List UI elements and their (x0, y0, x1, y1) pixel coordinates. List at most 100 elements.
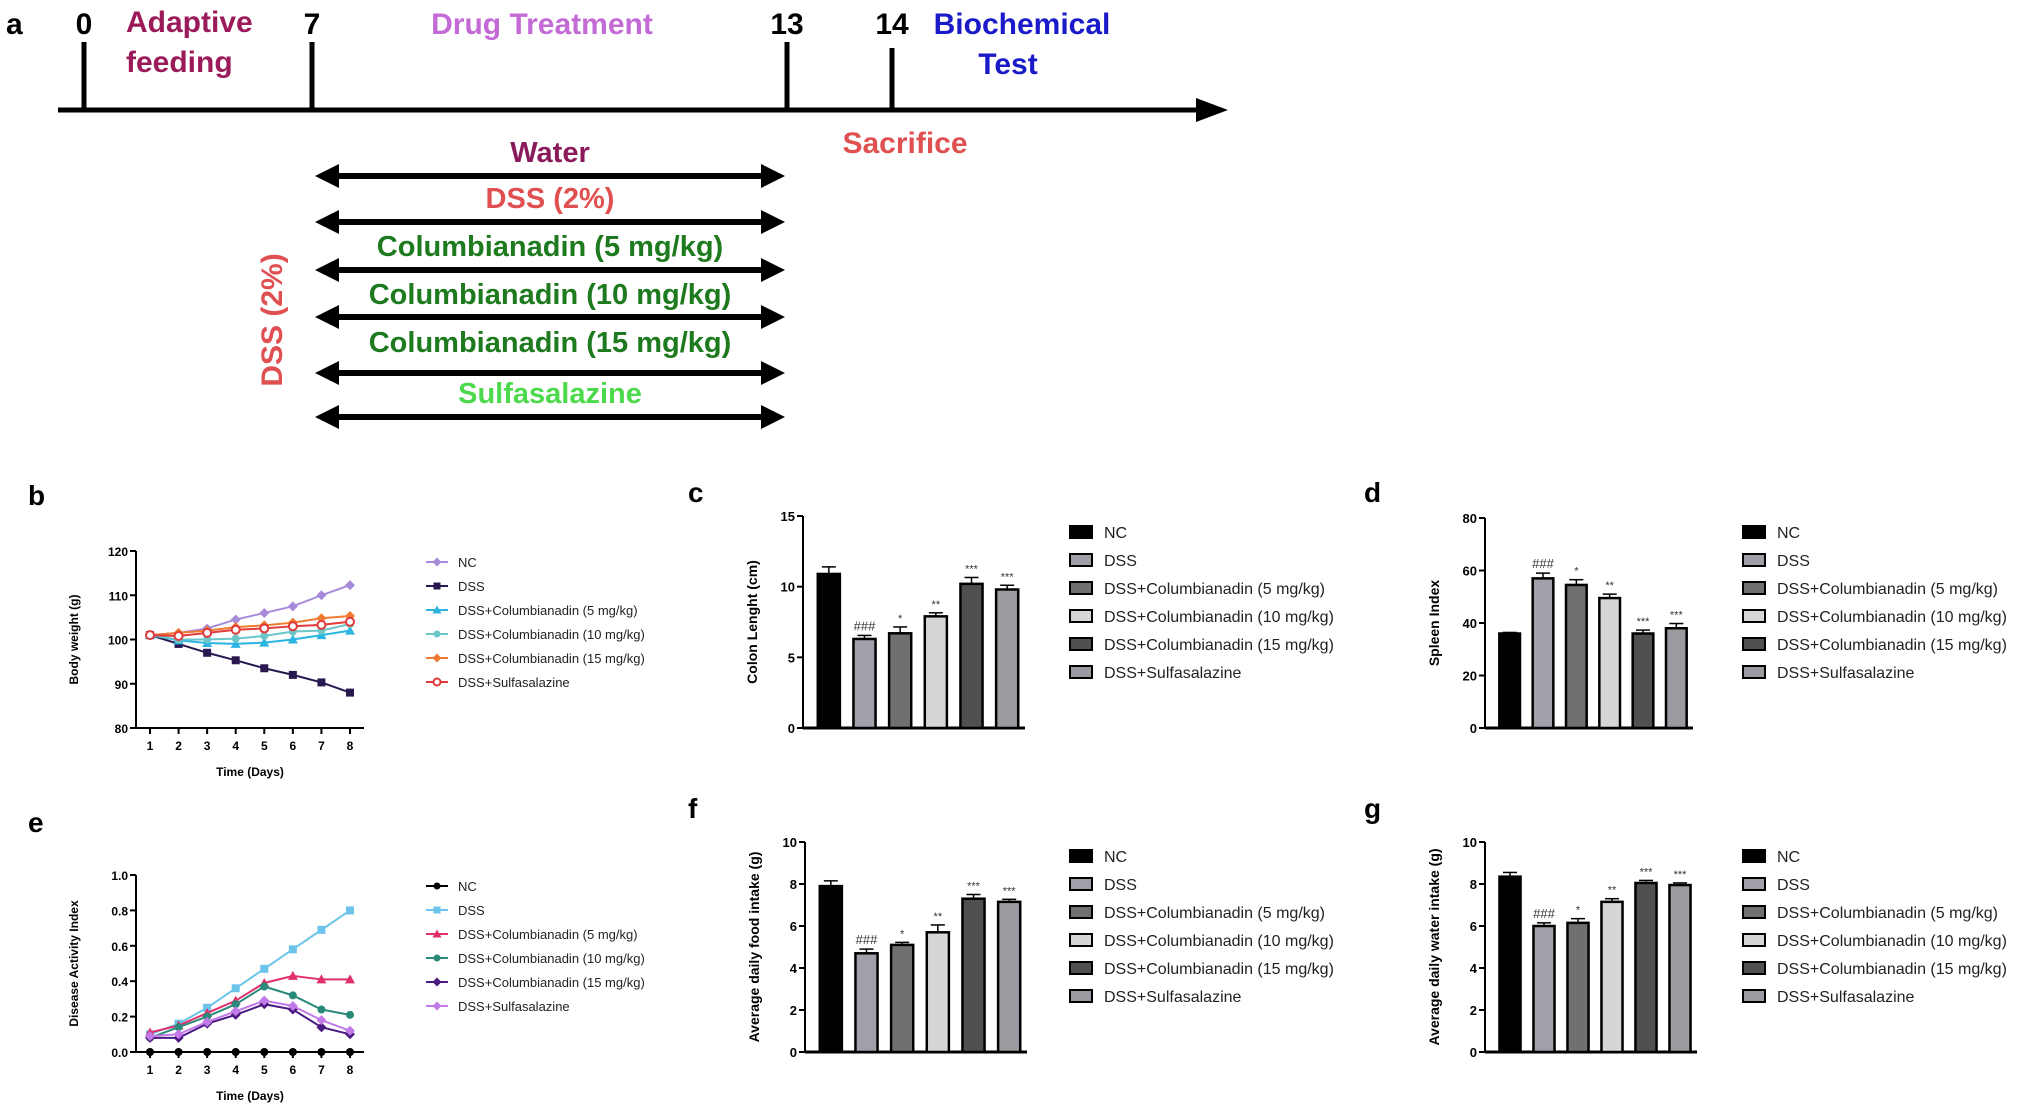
legend-label: DSS+Columbianadin (10 mg/kg) (458, 627, 645, 642)
x-tick-label: 6 (290, 739, 297, 753)
legend-item: DSS+Columbianadin (15 mg/kg) (1742, 961, 2007, 978)
data-point (231, 656, 240, 665)
group-label: DSS (2%) (486, 183, 615, 215)
data-point (345, 616, 355, 627)
legend-swatch (1742, 609, 1766, 623)
legend-label: NC (1104, 525, 1127, 542)
legend-swatch (1069, 553, 1093, 567)
bar-group: ### (1531, 556, 1555, 730)
bar-group: ### (854, 932, 879, 1054)
data-point (174, 1048, 183, 1056)
bar-group (1498, 871, 1522, 1054)
data-point (287, 601, 298, 612)
data-point (345, 580, 355, 591)
data-point (202, 627, 213, 638)
chart-panel-e: e 0.0 0.2 0.4 0.6 0.8 1.0 Disease Activity Inde… (28, 807, 645, 1103)
legend-swatch (1742, 961, 1766, 975)
data-point (173, 1029, 184, 1040)
y-tick-label: 6 (790, 919, 797, 934)
legend-item: DSS+Columbianadin (15 mg/kg) (1069, 637, 1334, 654)
legend-label: DSS+Columbianadin (5 mg/kg) (1104, 905, 1325, 922)
legend-item: DSS+Columbianadin (10 mg/kg) (1742, 609, 2007, 626)
data-point (288, 945, 297, 954)
significance-label: *** (1640, 866, 1654, 878)
x-tick-label: 2 (175, 739, 182, 753)
data-point (287, 1000, 298, 1011)
data-point (346, 1010, 354, 1019)
side-label-dss: DSS (2%) (256, 253, 289, 386)
significance-label: ** (1608, 885, 1617, 897)
legend-item: DSS+Sulfasalazine (1069, 665, 1242, 682)
bar-group: *** (996, 885, 1022, 1054)
legend-item: DSS+Columbianadin (15 mg/kg) (1069, 961, 1334, 978)
legend-label: DSS+Columbianadin (15 mg/kg) (458, 975, 645, 990)
data-point (202, 1016, 213, 1027)
bar-group (1498, 631, 1522, 730)
legend-swatch (1742, 637, 1766, 651)
arrowhead-left (315, 361, 339, 385)
legend-item: DSS+Columbianadin (10 mg/kg) (1069, 933, 1334, 950)
legend-label: DSS+Columbianadin (15 mg/kg) (458, 651, 645, 666)
legend-marker (433, 582, 441, 590)
arrowhead-right (761, 361, 785, 385)
arrowhead-left (315, 210, 339, 234)
x-tick-label: 3 (204, 739, 211, 753)
legend-swatch (1742, 877, 1766, 891)
legend-swatch (1069, 637, 1093, 651)
bar (889, 943, 915, 1054)
legend-item: NC (426, 555, 477, 570)
legend-label: DSS+Columbianadin (5 mg/kg) (1104, 581, 1325, 598)
data-point (288, 991, 297, 1000)
bar (961, 897, 986, 1054)
significance-label: * (900, 928, 905, 940)
data-point (288, 1048, 297, 1056)
data-point (345, 974, 355, 984)
legend-label: DSS (1777, 553, 1810, 570)
y-tick-label: 4 (790, 961, 798, 976)
arrowhead-right (761, 405, 785, 429)
legend-item: DSS+Columbianadin (5 mg/kg) (1742, 581, 1998, 598)
treatment-groups: Water DSS (2%) Columbianadin (5 mg/kg) Colu… (315, 137, 785, 429)
y-tick-label: 0 (788, 721, 795, 736)
arrowhead-right (761, 258, 785, 282)
arrowhead-left (315, 258, 339, 282)
y-tick-label: 0 (1470, 1045, 1477, 1060)
legend-item: DSS+Columbianadin (5 mg/kg) (426, 603, 638, 618)
tick-label-7: 7 (304, 8, 321, 41)
y-tick-label: 5 (788, 650, 795, 665)
data-point (317, 1005, 326, 1014)
legend-item: DSS+Sulfasalazine (426, 675, 570, 690)
data-point (259, 637, 270, 647)
legend-label: DSS+Sulfasalazine (1104, 665, 1242, 682)
bar-group: *** (961, 881, 986, 1054)
x-tick-label: 4 (232, 1063, 239, 1077)
data-point (203, 1048, 212, 1056)
arrowhead-left (315, 164, 339, 188)
y-tick-label: 0.0 (111, 1046, 128, 1060)
legend-item: DSS+Columbianadin (5 mg/kg) (1742, 905, 1998, 922)
bar (923, 615, 949, 730)
tick-label-14: 14 (875, 8, 909, 41)
bar (1664, 627, 1688, 730)
bar-group: * (889, 928, 915, 1054)
legend: NC DSS DSS+Columbianadin (5 mg/kg) DSS+Colu… (1069, 525, 1334, 682)
legend-label: DSS+Columbianadin (15 mg/kg) (1777, 961, 2007, 978)
legend-label: DSS+Columbianadin (10 mg/kg) (1104, 933, 1334, 950)
legend-marker (433, 906, 441, 914)
data-point (316, 619, 327, 630)
legend-label: DSS+Sulfasalazine (458, 675, 570, 690)
data-point (203, 1012, 212, 1021)
panel-label-b: b (28, 480, 45, 511)
x-tick-label: 7 (318, 739, 325, 753)
series-line (149, 623, 351, 641)
significance-label: ### (854, 618, 876, 633)
bar-group: * (1564, 566, 1588, 730)
data-point (345, 1025, 355, 1036)
legend-item: NC (1069, 525, 1127, 542)
data-point (231, 1000, 240, 1009)
arrowhead-right (761, 210, 785, 234)
legend-marker (432, 977, 442, 987)
x-tick-label: 7 (318, 1063, 325, 1077)
panel-label-a: a (6, 8, 23, 41)
